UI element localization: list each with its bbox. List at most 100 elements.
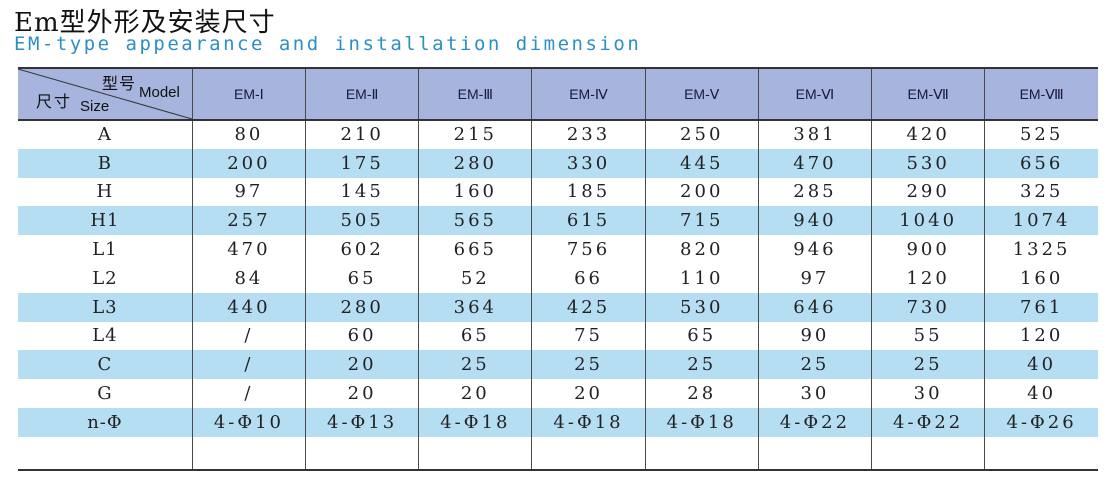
value-cell: 20 xyxy=(305,379,419,408)
dimension-name-cell: L3 xyxy=(18,292,193,322)
value-cell: 646 xyxy=(757,292,872,322)
model-header-cell: EM-Ⅴ xyxy=(644,67,759,121)
value-cell: 65 xyxy=(644,321,759,351)
model-header-cell: EM-Ⅵ xyxy=(757,67,872,121)
table-row: C/20 25 25 25 25 25 40 xyxy=(18,350,1098,380)
value-cell: 946 xyxy=(757,235,872,264)
value-cell: 4-Φ18 xyxy=(418,407,532,437)
value-cell: 200 xyxy=(644,177,759,207)
model-header-cell: EM-Ⅰ xyxy=(191,67,306,121)
model-header-cell: EM-Ⅶ xyxy=(871,67,985,121)
corner-model-cn: 型号 xyxy=(102,74,137,93)
value-cell: 565 xyxy=(418,206,532,236)
value-cell: 4-Φ18 xyxy=(644,407,759,437)
empty-cell xyxy=(18,436,193,471)
value-cell: 55 xyxy=(871,321,985,351)
value-cell: 440 xyxy=(191,292,306,322)
table-row: L1 470 602 665 756 820 946 900 1325 xyxy=(18,235,1098,264)
value-cell: 900 xyxy=(871,235,985,264)
value-cell: / xyxy=(191,350,306,380)
dimension-name-cell: L4 xyxy=(18,321,193,351)
value-cell: 470 xyxy=(191,235,306,264)
value-cell: 761 xyxy=(984,292,1098,322)
table-row: n-Φ 4-Φ10 4-Φ13 4-Φ18 4-Φ18 4-Φ18 4-Φ22 4-Φ22 4-… xyxy=(18,407,1098,437)
dimension-name-cell: L1 xyxy=(18,235,193,264)
value-cell: 84 xyxy=(191,263,306,293)
model-header-cell: EM-Ⅲ xyxy=(418,67,532,121)
value-cell: 120 xyxy=(871,263,985,293)
value-cell: 233 xyxy=(531,120,646,149)
value-cell: 257 xyxy=(191,206,306,236)
model-header-cell: EM-Ⅷ xyxy=(984,67,1098,121)
value-cell: 40 xyxy=(984,379,1098,408)
dimension-name-cell: L2 xyxy=(18,263,193,293)
diagonal-divider xyxy=(19,70,191,118)
corner-size-cn: 尺寸 xyxy=(36,92,73,111)
value-cell: 280 xyxy=(305,292,419,322)
value-cell: 60 xyxy=(305,321,419,351)
value-cell: 4-Φ18 xyxy=(531,407,646,437)
value-cell: 330 xyxy=(531,148,646,178)
dimension-name-cell: A xyxy=(18,120,193,149)
empty-cell xyxy=(418,436,532,471)
value-cell: 185 xyxy=(531,177,646,207)
value-cell: 20 xyxy=(418,379,532,408)
value-cell: 615 xyxy=(531,206,646,236)
value-cell: 80 xyxy=(191,120,306,149)
value-cell: 25 xyxy=(757,350,872,380)
value-cell: 97 xyxy=(757,263,872,293)
value-cell: 4-Φ22 xyxy=(871,407,985,437)
empty-cell xyxy=(305,436,419,471)
value-cell: 325 xyxy=(984,177,1098,207)
value-cell: 290 xyxy=(871,177,985,207)
table-row: B 200 175 280 330 445 470 530 656 xyxy=(18,148,1098,178)
value-cell: 470 xyxy=(757,148,872,178)
table-row: A 80 210 215 233 250 381 420 525 xyxy=(18,120,1098,149)
value-cell: 665 xyxy=(418,235,532,264)
value-cell: 40 xyxy=(984,350,1098,380)
value-cell: 505 xyxy=(305,206,419,236)
value-cell: 25 xyxy=(418,350,532,380)
value-cell: 110 xyxy=(644,263,759,293)
model-header-cell: EM-Ⅳ xyxy=(531,67,646,121)
table-row: L4/60 65 75 65 90 55 120 xyxy=(18,321,1098,351)
empty-cell xyxy=(531,436,646,471)
model-header-cell: EM-Ⅱ xyxy=(305,67,419,121)
dimension-name-cell: H1 xyxy=(18,206,193,236)
value-cell: 285 xyxy=(757,177,872,207)
corner-model-en: Model xyxy=(139,84,180,101)
value-cell: 160 xyxy=(984,263,1098,293)
value-cell: 602 xyxy=(305,235,419,264)
corner-header-cell: 型号 Model 尺寸 Size xyxy=(18,67,193,121)
table-row: H 97 145 160 185 200 285 290 325 xyxy=(18,177,1098,207)
table-row: L3 440 280 364 425 530 646 730 761 xyxy=(18,292,1098,322)
value-cell: / xyxy=(191,321,306,351)
value-cell: 4-Φ26 xyxy=(984,407,1098,437)
empty-row xyxy=(18,436,1098,471)
value-cell: 215 xyxy=(418,120,532,149)
value-cell: 381 xyxy=(757,120,872,149)
value-cell: 210 xyxy=(305,120,419,149)
header-row: 型号 Model 尺寸 Size EM-Ⅰ EM-Ⅱ EM-Ⅲ EM-Ⅳ EM-… xyxy=(18,67,1098,121)
value-cell: 420 xyxy=(871,120,985,149)
value-cell: 715 xyxy=(644,206,759,236)
value-cell: 530 xyxy=(644,292,759,322)
table-row: L2 84 65 52 66 110 97 120 160 xyxy=(18,263,1098,293)
value-cell: 530 xyxy=(871,148,985,178)
value-cell: 20 xyxy=(305,350,419,380)
value-cell: 280 xyxy=(418,148,532,178)
table-row: H1 257 505 565 615 715 940 1040 1074 xyxy=(18,206,1098,236)
empty-cell xyxy=(984,436,1098,471)
value-cell: 66 xyxy=(531,263,646,293)
value-cell: 25 xyxy=(871,350,985,380)
page-title: Em型外形及安装尺寸 xyxy=(14,8,276,38)
value-cell: / xyxy=(191,379,306,408)
value-cell: 97 xyxy=(191,177,306,207)
value-cell: 445 xyxy=(644,148,759,178)
value-cell: 4-Φ13 xyxy=(305,407,419,437)
value-cell: 30 xyxy=(871,379,985,408)
table-row: G/20 20 20 28 30 30 40 xyxy=(18,379,1098,408)
value-cell: 1040 xyxy=(871,206,985,236)
value-cell: 525 xyxy=(984,120,1098,149)
dimension-name-cell: C xyxy=(18,350,193,380)
